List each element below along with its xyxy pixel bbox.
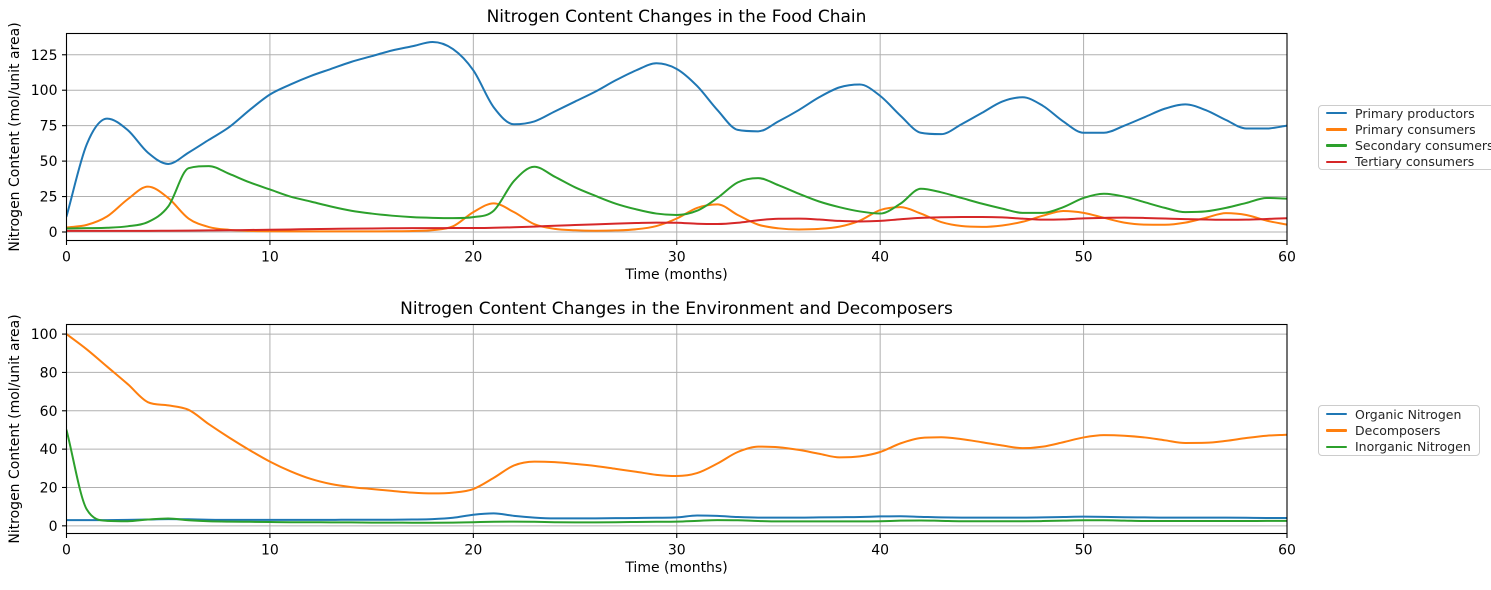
legend-item: Secondary consumers — [1326, 139, 1491, 152]
legend-line-swatch — [1326, 429, 1347, 432]
food-chain-y-axis-label: Nitrogen Content (mol/unit area) — [7, 22, 23, 252]
series-line-decomposers — [66, 333, 1287, 495]
series-line-secondary-consumers — [66, 165, 1287, 230]
legend-item: Decomposers — [1326, 424, 1471, 437]
food-chain-x-axis-label: Time (months) — [625, 267, 728, 283]
environment-x-axis-label: Time (months) — [625, 560, 728, 576]
environment-legend: Organic Nitrogen Decomposers Inorganic Nit… — [1318, 405, 1480, 456]
x-tick-label: 20 — [464, 250, 482, 266]
food-chain-chart: 0 10 20 30 40 50 60 0 25 50 75 100 125 — [31, 32, 1296, 266]
y-tick-label: 100 — [31, 327, 58, 343]
legend-label: Decomposers — [1355, 422, 1441, 438]
y-tick-label: 50 — [40, 154, 58, 170]
tick-labels: 0 10 20 30 40 50 60 0 20 40 60 80 100 — [31, 327, 1296, 558]
environment-y-axis-label: Nitrogen Content (mol/unit area) — [7, 314, 23, 544]
x-tick-label: 50 — [1075, 543, 1093, 559]
series-line-inorganic-nitrogen — [66, 428, 1287, 524]
legend-line-swatch — [1326, 413, 1347, 416]
axis-ticks — [62, 54, 1288, 245]
food-chain-legend: Primary productors Primary consumers Secon… — [1318, 105, 1491, 170]
legend-item: Tertiary consumers — [1326, 155, 1491, 168]
tick-labels: 0 10 20 30 40 50 60 0 25 50 75 100 125 — [31, 48, 1296, 266]
y-tick-label: 80 — [40, 365, 58, 381]
legend-label: Organic Nitrogen — [1355, 406, 1462, 422]
series-line-primary-consumers — [66, 185, 1287, 233]
legend-line-swatch — [1326, 445, 1347, 448]
x-tick-label: 30 — [668, 543, 686, 559]
legend-item: Organic Nitrogen — [1326, 408, 1471, 421]
x-tick-label: 60 — [1278, 543, 1296, 559]
y-tick-label: 0 — [49, 519, 58, 535]
legend-label: Tertiary consumers — [1355, 154, 1475, 170]
y-tick-label: 75 — [40, 119, 58, 135]
axis-ticks — [62, 333, 1288, 538]
y-tick-label: 0 — [49, 225, 58, 241]
series-line-organic-nitrogen — [66, 512, 1287, 522]
y-tick-label: 25 — [40, 190, 58, 206]
x-tick-label: 40 — [871, 250, 889, 266]
y-tick-label: 125 — [31, 48, 58, 64]
environment-decomposers-chart: 0 10 20 30 40 50 60 0 20 40 60 80 100 — [31, 323, 1296, 559]
series-line-tertiary-consumers — [66, 215, 1287, 232]
legend-line-swatch — [1326, 112, 1347, 115]
x-tick-label: 10 — [261, 543, 279, 559]
legend-line-swatch — [1326, 160, 1347, 163]
environment-chart-title: Nitrogen Content Changes in the Environm… — [400, 299, 953, 319]
food-chain-chart-title: Nitrogen Content Changes in the Food Cha… — [486, 7, 867, 27]
legend-line-swatch — [1326, 128, 1347, 131]
legend-label: Secondary consumers — [1355, 138, 1491, 153]
grid-lines — [66, 324, 1288, 534]
legend-label: Primary consumers — [1355, 121, 1476, 137]
legend-item: Primary consumers — [1326, 123, 1491, 136]
x-tick-label: 50 — [1075, 250, 1093, 266]
y-tick-label: 100 — [31, 83, 58, 99]
x-tick-label: 30 — [668, 250, 686, 266]
x-tick-label: 0 — [62, 543, 71, 559]
x-tick-label: 40 — [871, 543, 889, 559]
x-tick-label: 0 — [62, 250, 71, 266]
legend-line-swatch — [1326, 144, 1347, 147]
series-line-primary-productors — [66, 41, 1287, 218]
legend-label: Primary productors — [1355, 105, 1475, 121]
legend-item: Inorganic Nitrogen — [1326, 440, 1471, 453]
grid-lines — [66, 33, 1288, 241]
x-tick-label: 20 — [464, 543, 482, 559]
legend-item: Primary productors — [1326, 107, 1491, 120]
series-lines — [66, 41, 1287, 233]
series-lines — [66, 333, 1287, 524]
legend-label: Inorganic Nitrogen — [1355, 439, 1471, 455]
x-tick-label: 10 — [261, 250, 279, 266]
y-tick-label: 60 — [40, 404, 58, 420]
x-tick-label: 60 — [1278, 250, 1296, 266]
y-tick-label: 20 — [40, 480, 58, 496]
y-tick-label: 40 — [40, 442, 58, 458]
